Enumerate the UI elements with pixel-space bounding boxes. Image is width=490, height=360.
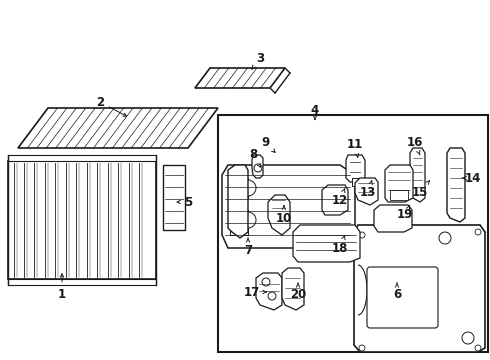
Circle shape (262, 278, 270, 286)
Text: 16: 16 (407, 136, 423, 155)
Text: 10: 10 (276, 206, 292, 225)
Polygon shape (256, 273, 282, 310)
Polygon shape (228, 165, 248, 238)
Polygon shape (8, 161, 156, 279)
Bar (352, 178, 362, 186)
Polygon shape (222, 165, 355, 248)
Polygon shape (354, 225, 485, 352)
Text: 20: 20 (290, 283, 306, 302)
Polygon shape (447, 148, 465, 222)
Text: 9: 9 (261, 136, 275, 152)
Polygon shape (8, 155, 156, 161)
Circle shape (462, 332, 474, 344)
Text: 19: 19 (397, 206, 413, 221)
Text: 15: 15 (412, 180, 430, 198)
FancyBboxPatch shape (367, 267, 438, 328)
Circle shape (359, 232, 365, 238)
Text: 12: 12 (332, 188, 348, 207)
Text: 3: 3 (252, 51, 264, 69)
Bar (218, 115, 488, 352)
Polygon shape (252, 155, 263, 178)
Text: 4: 4 (311, 104, 319, 120)
Polygon shape (355, 178, 378, 205)
Text: 14: 14 (462, 171, 481, 184)
Text: 5: 5 (177, 195, 192, 208)
Bar (163, 165, 185, 230)
Text: 13: 13 (360, 181, 376, 199)
Text: 1: 1 (58, 274, 66, 301)
Circle shape (439, 232, 451, 244)
Bar (230, 210, 248, 235)
Polygon shape (18, 108, 218, 148)
Text: 8: 8 (249, 148, 261, 167)
Circle shape (268, 292, 276, 300)
Bar (390, 190, 408, 200)
Polygon shape (8, 279, 156, 285)
Circle shape (240, 180, 256, 196)
Circle shape (475, 345, 481, 351)
Text: 2: 2 (96, 95, 126, 116)
Text: 11: 11 (347, 139, 363, 157)
Polygon shape (385, 165, 413, 202)
Circle shape (254, 164, 262, 172)
Polygon shape (195, 68, 285, 88)
Text: 7: 7 (244, 238, 252, 256)
Polygon shape (282, 268, 304, 310)
Bar (230, 178, 248, 198)
Text: 6: 6 (393, 283, 401, 302)
Circle shape (359, 345, 365, 351)
Polygon shape (346, 155, 365, 182)
Text: 18: 18 (332, 236, 348, 255)
Text: 17: 17 (244, 285, 266, 298)
Polygon shape (322, 185, 348, 215)
Polygon shape (268, 195, 290, 235)
Polygon shape (374, 205, 412, 232)
Circle shape (240, 212, 256, 228)
Polygon shape (410, 148, 425, 202)
Polygon shape (293, 225, 360, 262)
Circle shape (475, 229, 481, 235)
